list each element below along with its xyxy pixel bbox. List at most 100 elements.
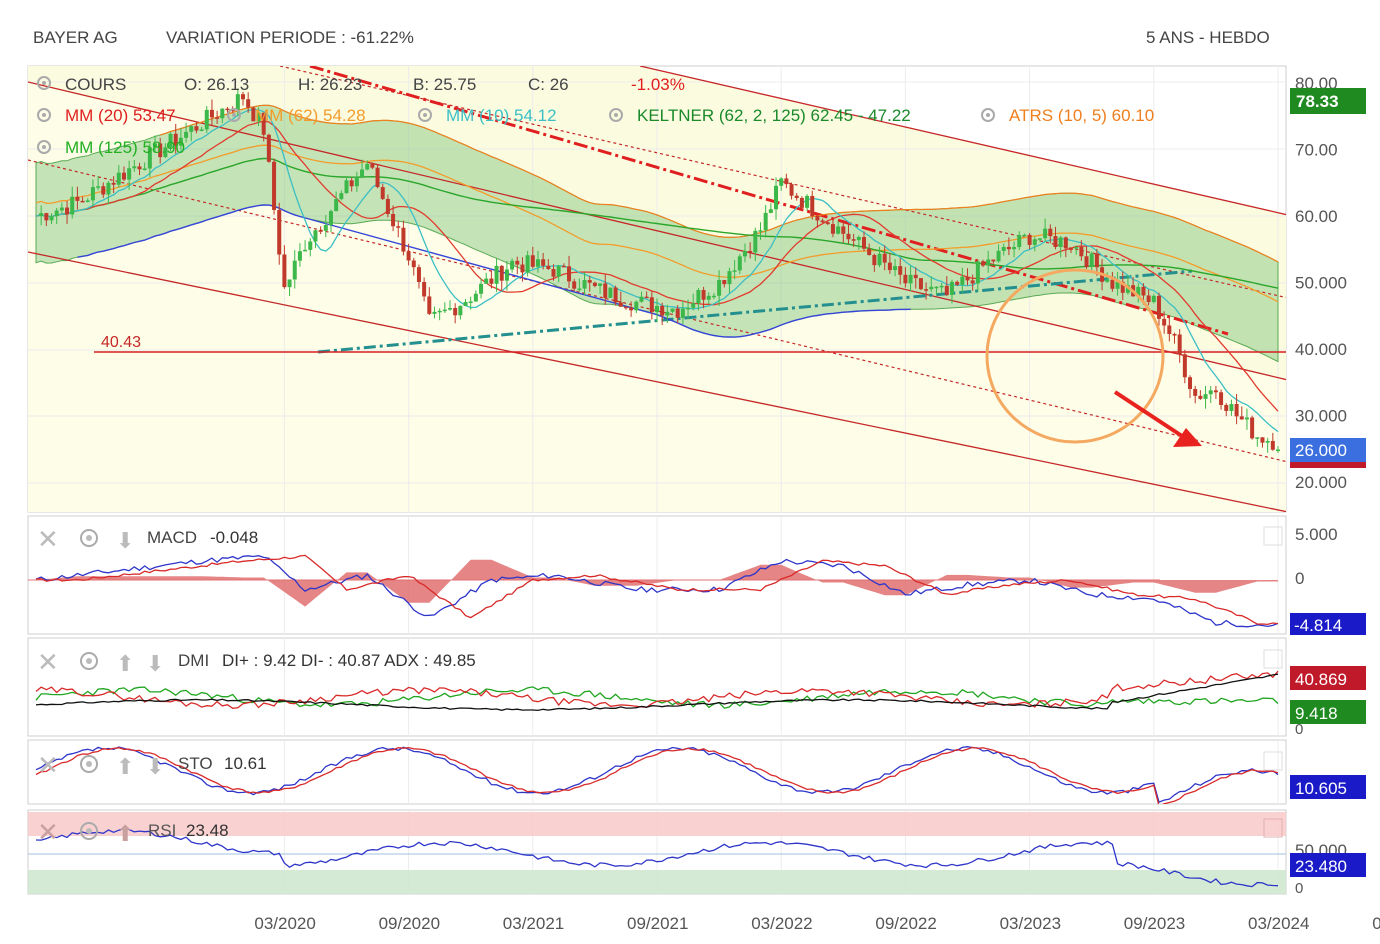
candle-body bbox=[184, 131, 189, 138]
candlesticks bbox=[39, 88, 1280, 453]
x-tick-label: 03/2020 bbox=[254, 914, 315, 933]
close-icon[interactable]: ✕ bbox=[37, 817, 59, 847]
candle-body bbox=[960, 276, 965, 285]
macd-tag-value: -4.814 bbox=[1294, 616, 1342, 635]
tag-top-value: 78.33 bbox=[1296, 92, 1339, 111]
gear-icon[interactable] bbox=[80, 822, 98, 840]
candle-body bbox=[101, 186, 106, 195]
maximize-icon[interactable] bbox=[1263, 751, 1283, 771]
rsi-toolbar: ✕ ⬆ RSI 23.48 bbox=[37, 817, 229, 847]
candle-body bbox=[339, 193, 344, 200]
close-icon[interactable]: ✕ bbox=[37, 647, 59, 677]
candle-body bbox=[1017, 234, 1022, 248]
candle-body bbox=[1193, 388, 1198, 396]
period-range: 5 ANS - HEBDO bbox=[1146, 28, 1270, 47]
candle-body bbox=[168, 133, 173, 148]
sto-toolbar: ✕ ⬆ ⬇ STO 10.61 bbox=[37, 750, 267, 780]
candle-body bbox=[1265, 440, 1270, 443]
candle-body bbox=[841, 226, 846, 234]
candle-body bbox=[934, 286, 939, 289]
candle-body bbox=[1063, 237, 1068, 249]
gear-icon[interactable] bbox=[80, 529, 98, 547]
mm20-legend: MM (20) 53.47 bbox=[65, 106, 176, 125]
gear-icon[interactable] bbox=[37, 140, 51, 154]
candle-body bbox=[225, 108, 230, 111]
candle-body bbox=[158, 143, 163, 158]
arrow-up-icon[interactable]: ⬆ bbox=[116, 651, 134, 676]
candle-body bbox=[85, 200, 90, 202]
gear-icon[interactable] bbox=[981, 108, 995, 122]
gear-icon[interactable] bbox=[80, 652, 98, 670]
keltner-lower-line bbox=[77, 204, 911, 338]
candle-body bbox=[1219, 392, 1224, 405]
candle-body bbox=[577, 288, 582, 291]
candle-body bbox=[106, 182, 111, 195]
candle-body bbox=[411, 260, 416, 268]
candle-body bbox=[153, 143, 158, 148]
candle-body bbox=[1244, 417, 1249, 420]
candle-body bbox=[194, 126, 199, 131]
candle-body bbox=[535, 259, 540, 267]
candle-body bbox=[292, 260, 297, 280]
candle-body bbox=[551, 268, 556, 277]
arrow-up-icon[interactable]: ⬆ bbox=[116, 754, 134, 779]
candle-body bbox=[1260, 437, 1265, 443]
macd-line bbox=[35, 555, 1279, 628]
candle-body bbox=[877, 253, 882, 266]
candle-body bbox=[639, 296, 644, 302]
candle-body bbox=[975, 261, 980, 284]
candle-body bbox=[406, 251, 411, 261]
arrow-down-icon[interactable]: ⬇ bbox=[146, 651, 164, 676]
candle-body bbox=[1151, 295, 1156, 303]
gear-icon[interactable] bbox=[227, 108, 241, 122]
close-icon[interactable]: ✕ bbox=[37, 524, 59, 554]
candle-body bbox=[805, 195, 810, 208]
candle-body bbox=[572, 281, 577, 289]
candle-body bbox=[913, 274, 918, 279]
candle-body bbox=[272, 161, 277, 210]
gear-icon[interactable] bbox=[37, 76, 51, 90]
maximize-icon[interactable] bbox=[1263, 649, 1283, 669]
candle-body bbox=[116, 172, 121, 185]
close-icon[interactable]: ✕ bbox=[37, 750, 59, 780]
candle-body bbox=[525, 255, 530, 273]
gear-icon[interactable] bbox=[609, 108, 623, 122]
candle-body bbox=[768, 209, 773, 213]
candle-body bbox=[784, 178, 789, 185]
tag-top bbox=[1290, 88, 1366, 114]
candle-body bbox=[748, 250, 753, 253]
maximize-icon[interactable] bbox=[1263, 818, 1283, 838]
candle-body bbox=[1156, 295, 1161, 319]
candle-body bbox=[779, 178, 784, 186]
candle-body bbox=[1069, 248, 1073, 250]
arrow-down-icon[interactable]: ⬇ bbox=[116, 528, 134, 553]
gear-icon[interactable] bbox=[418, 108, 432, 122]
candle-body bbox=[918, 278, 923, 290]
candle-body bbox=[815, 216, 820, 221]
candle-body bbox=[774, 185, 779, 210]
arrow-down-icon[interactable]: ⬇ bbox=[146, 754, 164, 779]
candle-body bbox=[1027, 234, 1032, 245]
candle-body bbox=[1203, 394, 1208, 399]
candle-body bbox=[1043, 228, 1048, 239]
candle-body bbox=[598, 283, 603, 286]
x-tick-label: 03/2021 bbox=[503, 914, 564, 933]
rsi-line bbox=[35, 827, 1279, 888]
candle-body bbox=[1270, 440, 1275, 450]
gear-icon[interactable] bbox=[80, 755, 98, 773]
candle-body bbox=[882, 253, 887, 263]
candle-body bbox=[763, 212, 768, 231]
candle-body bbox=[758, 230, 763, 232]
candle-body bbox=[711, 295, 716, 298]
candle-body bbox=[1162, 318, 1167, 326]
mm10-legend: MM (10) 54.12 bbox=[446, 106, 557, 125]
candle-body bbox=[587, 280, 592, 283]
candle-body bbox=[504, 269, 509, 281]
candle-body bbox=[199, 129, 204, 131]
cours-label: COURS bbox=[65, 75, 126, 94]
arrow-up-icon[interactable]: ⬆ bbox=[116, 821, 134, 846]
open-value: O: 26.13 bbox=[184, 75, 249, 94]
candle-body bbox=[442, 309, 447, 312]
gear-icon[interactable] bbox=[37, 108, 51, 122]
maximize-icon[interactable] bbox=[1263, 526, 1283, 546]
